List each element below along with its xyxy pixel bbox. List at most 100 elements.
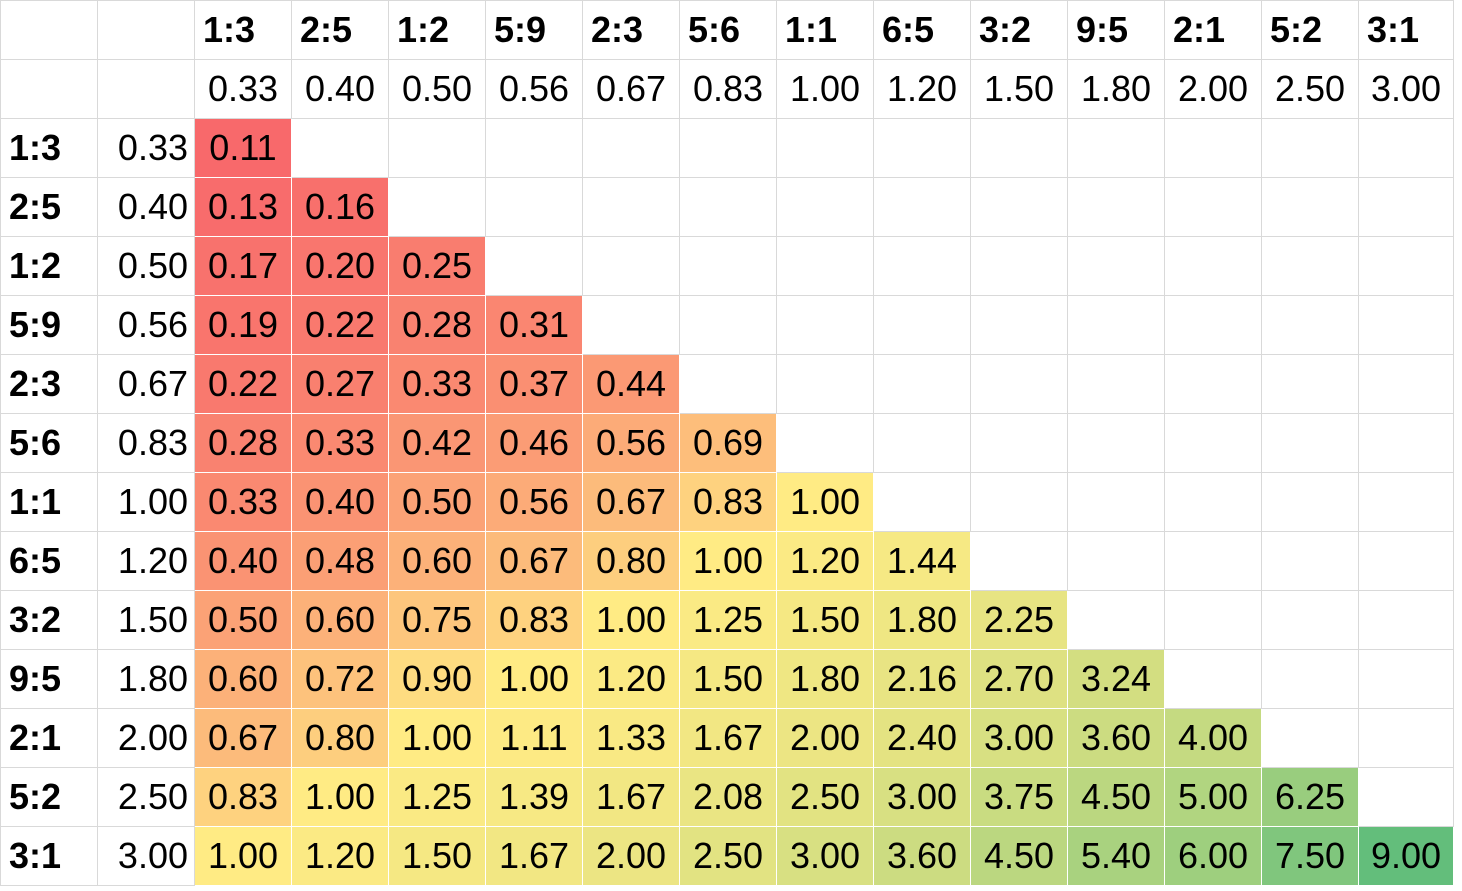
row-header-value[interactable]: 2.00 <box>97 708 195 768</box>
column-header-value[interactable]: 1.20 <box>873 59 971 119</box>
product-cell[interactable]: 0.28 <box>388 295 486 355</box>
empty-cell[interactable] <box>485 236 583 296</box>
empty-cell[interactable] <box>1164 177 1262 237</box>
empty-cell[interactable] <box>1261 472 1359 532</box>
product-cell[interactable]: 1.20 <box>291 826 389 886</box>
product-cell[interactable]: 1.67 <box>582 767 680 827</box>
empty-cell[interactable] <box>1261 649 1359 709</box>
empty-cell[interactable] <box>1358 295 1454 355</box>
row-header-value[interactable]: 0.83 <box>97 413 195 473</box>
product-cell[interactable]: 0.22 <box>194 354 292 414</box>
product-cell[interactable]: 0.42 <box>388 413 486 473</box>
product-cell[interactable]: 2.70 <box>970 649 1068 709</box>
product-cell[interactable]: 0.33 <box>388 354 486 414</box>
corner-cell[interactable] <box>0 59 98 119</box>
empty-cell[interactable] <box>873 354 971 414</box>
empty-cell[interactable] <box>1261 531 1359 591</box>
column-header-value[interactable]: 3.00 <box>1358 59 1454 119</box>
product-cell[interactable]: 0.50 <box>194 590 292 650</box>
empty-cell[interactable] <box>1067 295 1165 355</box>
product-cell[interactable]: 1.00 <box>388 708 486 768</box>
product-cell[interactable]: 3.60 <box>1067 708 1165 768</box>
empty-cell[interactable] <box>1067 413 1165 473</box>
product-cell[interactable]: 0.28 <box>194 413 292 473</box>
empty-cell[interactable] <box>1067 118 1165 178</box>
product-cell[interactable]: 1.25 <box>679 590 777 650</box>
product-cell[interactable]: 4.50 <box>970 826 1068 886</box>
column-header-label[interactable]: 3:1 <box>1358 0 1454 60</box>
product-cell[interactable]: 1.00 <box>291 767 389 827</box>
product-cell[interactable]: 1.25 <box>388 767 486 827</box>
empty-cell[interactable] <box>970 295 1068 355</box>
empty-cell[interactable] <box>1358 590 1454 650</box>
empty-cell[interactable] <box>1164 118 1262 178</box>
product-cell[interactable]: 0.17 <box>194 236 292 296</box>
column-header-value[interactable]: 0.67 <box>582 59 680 119</box>
product-cell[interactable]: 5.00 <box>1164 767 1262 827</box>
product-cell[interactable]: 5.40 <box>1067 826 1165 886</box>
empty-cell[interactable] <box>679 236 777 296</box>
empty-cell[interactable] <box>1358 177 1454 237</box>
empty-cell[interactable] <box>970 531 1068 591</box>
product-cell[interactable]: 0.83 <box>679 472 777 532</box>
empty-cell[interactable] <box>873 295 971 355</box>
empty-cell[interactable] <box>679 177 777 237</box>
product-cell[interactable]: 0.22 <box>291 295 389 355</box>
column-header-label[interactable]: 2:3 <box>582 0 680 60</box>
product-cell[interactable]: 0.56 <box>582 413 680 473</box>
row-header-value[interactable]: 1.80 <box>97 649 195 709</box>
product-cell[interactable]: 4.50 <box>1067 767 1165 827</box>
column-header-label[interactable]: 5:2 <box>1261 0 1359 60</box>
column-header-label[interactable]: 5:6 <box>679 0 777 60</box>
product-cell[interactable]: 2.08 <box>679 767 777 827</box>
product-cell[interactable]: 1.33 <box>582 708 680 768</box>
empty-cell[interactable] <box>1164 590 1262 650</box>
empty-cell[interactable] <box>1164 354 1262 414</box>
product-cell[interactable]: 1.44 <box>873 531 971 591</box>
product-cell[interactable]: 0.60 <box>194 649 292 709</box>
empty-cell[interactable] <box>1164 531 1262 591</box>
product-cell[interactable]: 0.40 <box>194 531 292 591</box>
product-cell[interactable]: 3.60 <box>873 826 971 886</box>
corner-cell[interactable] <box>97 59 195 119</box>
empty-cell[interactable] <box>582 177 680 237</box>
empty-cell[interactable] <box>679 118 777 178</box>
empty-cell[interactable] <box>1164 295 1262 355</box>
empty-cell[interactable] <box>970 413 1068 473</box>
row-header-value[interactable]: 0.40 <box>97 177 195 237</box>
column-header-value[interactable]: 1.80 <box>1067 59 1165 119</box>
empty-cell[interactable] <box>1164 413 1262 473</box>
empty-cell[interactable] <box>582 118 680 178</box>
empty-cell[interactable] <box>1358 118 1454 178</box>
empty-cell[interactable] <box>1358 649 1454 709</box>
empty-cell[interactable] <box>1067 531 1165 591</box>
empty-cell[interactable] <box>776 236 874 296</box>
empty-cell[interactable] <box>388 177 486 237</box>
row-header-value[interactable]: 1.50 <box>97 590 195 650</box>
empty-cell[interactable] <box>679 295 777 355</box>
empty-cell[interactable] <box>776 354 874 414</box>
column-header-value[interactable]: 0.40 <box>291 59 389 119</box>
empty-cell[interactable] <box>970 354 1068 414</box>
empty-cell[interactable] <box>1067 354 1165 414</box>
product-cell[interactable]: 0.90 <box>388 649 486 709</box>
corner-cell[interactable] <box>0 0 98 60</box>
empty-cell[interactable] <box>873 236 971 296</box>
column-header-value[interactable]: 0.33 <box>194 59 292 119</box>
empty-cell[interactable] <box>1164 236 1262 296</box>
empty-cell[interactable] <box>679 354 777 414</box>
row-header-label[interactable]: 5:2 <box>0 767 98 827</box>
empty-cell[interactable] <box>291 118 389 178</box>
product-cell[interactable]: 1.20 <box>582 649 680 709</box>
column-header-label[interactable]: 1:1 <box>776 0 874 60</box>
row-header-label[interactable]: 9:5 <box>0 649 98 709</box>
empty-cell[interactable] <box>485 177 583 237</box>
column-header-label[interactable]: 6:5 <box>873 0 971 60</box>
product-cell[interactable]: 2.50 <box>679 826 777 886</box>
column-header-value[interactable]: 1.00 <box>776 59 874 119</box>
row-header-label[interactable]: 1:1 <box>0 472 98 532</box>
empty-cell[interactable] <box>582 236 680 296</box>
product-cell[interactable]: 3.00 <box>776 826 874 886</box>
row-header-label[interactable]: 2:5 <box>0 177 98 237</box>
empty-cell[interactable] <box>1358 236 1454 296</box>
